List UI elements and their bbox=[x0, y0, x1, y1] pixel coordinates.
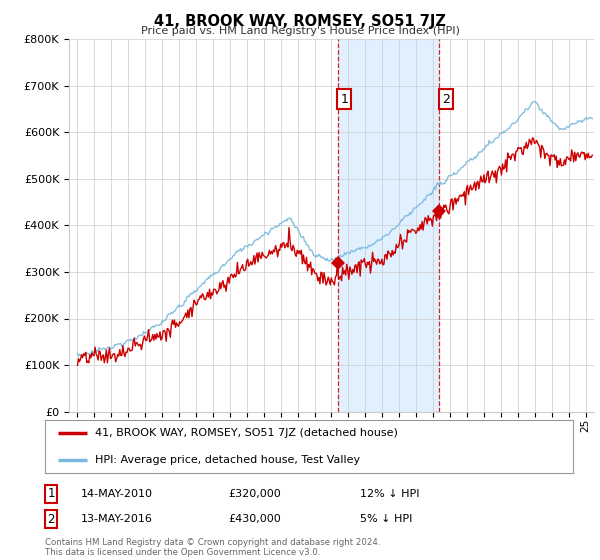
Text: 2: 2 bbox=[47, 512, 55, 526]
Text: 12% ↓ HPI: 12% ↓ HPI bbox=[360, 489, 419, 499]
Text: 2: 2 bbox=[442, 92, 450, 105]
Text: Price paid vs. HM Land Registry's House Price Index (HPI): Price paid vs. HM Land Registry's House … bbox=[140, 26, 460, 36]
Text: £430,000: £430,000 bbox=[228, 514, 281, 524]
Text: 41, BROOK WAY, ROMSEY, SO51 7JZ (detached house): 41, BROOK WAY, ROMSEY, SO51 7JZ (detache… bbox=[95, 428, 398, 438]
Text: 5% ↓ HPI: 5% ↓ HPI bbox=[360, 514, 412, 524]
Text: HPI: Average price, detached house, Test Valley: HPI: Average price, detached house, Test… bbox=[95, 455, 360, 465]
Text: 1: 1 bbox=[47, 487, 55, 501]
Text: 41, BROOK WAY, ROMSEY, SO51 7JZ: 41, BROOK WAY, ROMSEY, SO51 7JZ bbox=[154, 14, 446, 29]
Text: £320,000: £320,000 bbox=[228, 489, 281, 499]
Text: 1: 1 bbox=[340, 92, 348, 105]
Text: 13-MAY-2016: 13-MAY-2016 bbox=[81, 514, 153, 524]
Text: 14-MAY-2010: 14-MAY-2010 bbox=[81, 489, 153, 499]
Text: Contains HM Land Registry data © Crown copyright and database right 2024.
This d: Contains HM Land Registry data © Crown c… bbox=[45, 538, 380, 557]
Bar bbox=[338, 39, 439, 412]
